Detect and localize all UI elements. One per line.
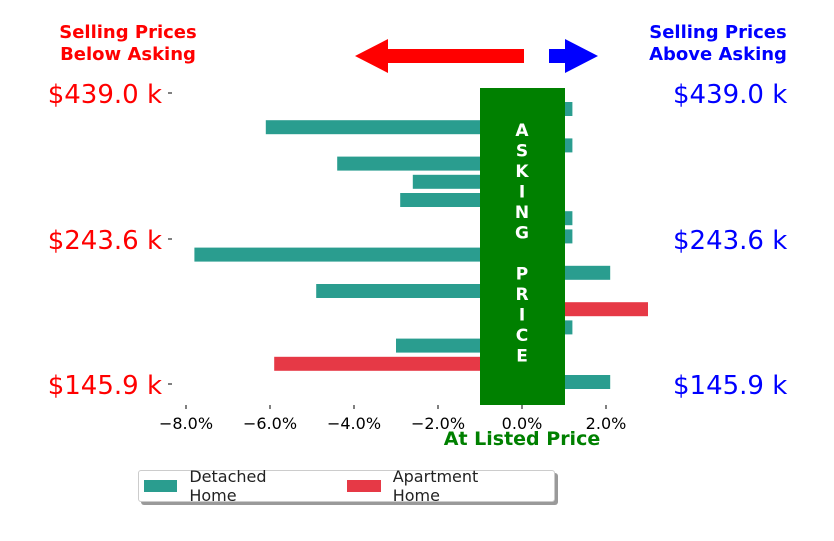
x-axis-ticks: −8.0% −6.0% −4.0% −2.0% 0.0% 2.0% xyxy=(159,405,626,433)
x-tick-label: 2.0% xyxy=(586,414,627,433)
asking-price-band-rect xyxy=(480,88,565,405)
y-tick-label-left: $145.9 k xyxy=(48,371,162,401)
bar-11 xyxy=(316,284,522,298)
title-right-line-1: Selling Prices xyxy=(649,22,786,43)
x-tick-label: −8.0% xyxy=(159,414,213,433)
x-tick-label: −4.0% xyxy=(327,414,381,433)
y-tick-label-left: $439.0 k xyxy=(48,80,162,110)
band-letter: N xyxy=(515,203,529,223)
bars-layer xyxy=(194,102,648,389)
direction-arrows xyxy=(355,39,598,73)
legend-label-apartment: Apartment Home xyxy=(392,467,479,505)
legend-label-detached: Detached Home xyxy=(189,467,267,505)
band-letter: I xyxy=(519,306,525,326)
legend-swatch-apartment xyxy=(347,480,381,492)
band-letter: R xyxy=(515,285,528,305)
title-left-line-2: Below Asking xyxy=(60,44,196,65)
bar-2 xyxy=(265,120,522,135)
x-axis-label: At Listed Price xyxy=(444,428,600,450)
y-tick-label-right: $439.0 k xyxy=(673,80,787,110)
band-letter: P xyxy=(516,265,528,285)
x-tick-label: −6.0% xyxy=(243,414,297,433)
right-arrow-icon xyxy=(549,39,598,73)
y-tick-label-right: $145.9 k xyxy=(673,371,787,401)
bar-9 xyxy=(194,247,522,262)
title-left-line-1: Selling Prices xyxy=(59,22,196,43)
band-letter: A xyxy=(515,121,529,141)
y-axis-ticks: $439.0 k $243.6 k $145.9 k $439.0 k $243.6 k… xyxy=(48,80,788,401)
x-tick-label: 0.0% xyxy=(502,414,543,433)
bar-15 xyxy=(274,356,522,371)
title-right-line-2: Above Asking xyxy=(649,44,787,65)
bar-4 xyxy=(337,156,522,171)
legend-item-apartment: Apartment Home xyxy=(347,467,528,505)
band-letter: K xyxy=(515,162,529,182)
y-tick-label-right: $243.6 k xyxy=(673,226,787,256)
legend-swatch-detached xyxy=(144,480,178,492)
y-tick-label-left: $243.6 k xyxy=(48,226,162,256)
legend-item-detached: Detached Home xyxy=(144,467,316,505)
band-letter: G xyxy=(515,224,529,244)
band-letter: S xyxy=(516,142,528,162)
legend: Detached Home Apartment Home xyxy=(138,467,555,505)
left-arrow-icon xyxy=(355,39,524,73)
band-letter: E xyxy=(516,347,528,367)
band-letter: C xyxy=(516,326,528,346)
x-tick-label: −2.0% xyxy=(411,414,465,433)
band-letter: I xyxy=(519,183,525,203)
